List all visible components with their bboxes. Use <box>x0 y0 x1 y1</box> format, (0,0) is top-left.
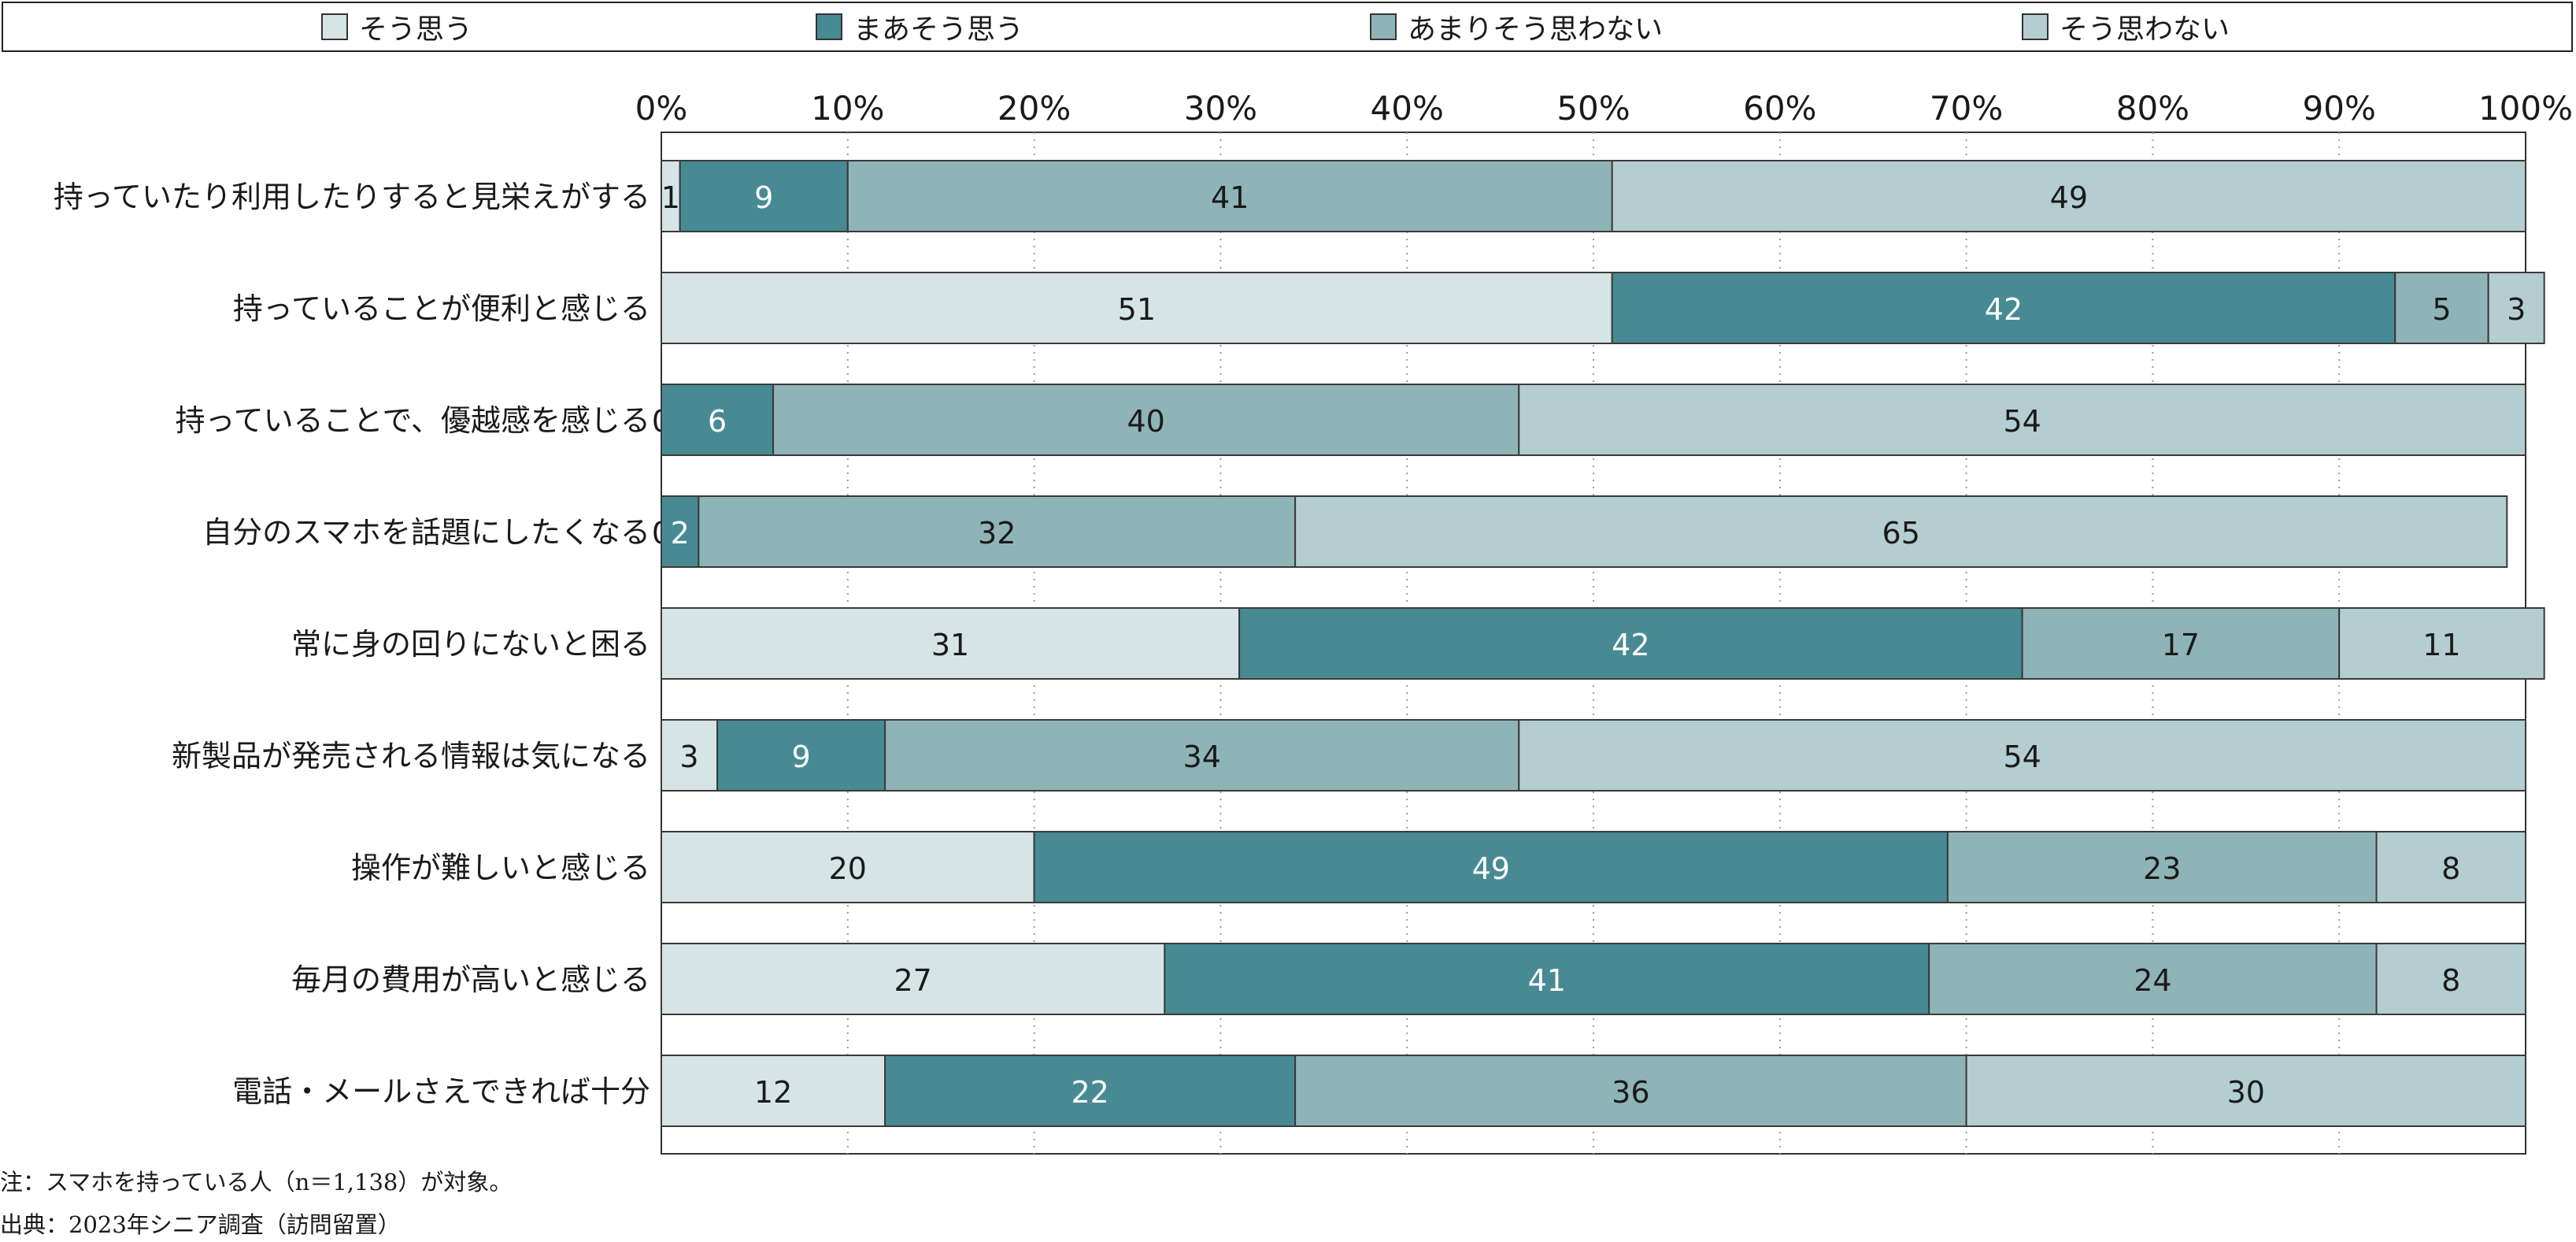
bar-segment <box>1928 943 2378 1015</box>
bar-segment <box>661 831 1035 903</box>
bar-segment <box>1238 607 2023 680</box>
bar-segment <box>884 719 1520 792</box>
bar-segment <box>1965 1055 2527 1127</box>
bar-segment <box>698 495 1297 568</box>
data-label: 65 <box>1882 516 1920 551</box>
bar-segment <box>661 607 1241 680</box>
legend-label-series-2: あまりそう思わない <box>1408 13 1664 46</box>
x-tick-label: 100% <box>2478 89 2573 128</box>
chart-source: 出典：2023年シニア調査（訪問留置） <box>0 1211 401 1238</box>
bar-segment <box>1033 831 1949 903</box>
category-label: 常に身の回りにないと困る <box>291 627 650 662</box>
data-label: 2 <box>671 516 690 551</box>
data-label: 42 <box>1612 628 1649 662</box>
data-label: 27 <box>894 963 932 998</box>
data-label: 23 <box>2143 851 2181 886</box>
bar-segment <box>2375 831 2527 903</box>
legend-swatch-series-3 <box>2022 13 2049 40</box>
category-label: 新製品が発売される情報は気になる <box>172 739 650 773</box>
data-label: 22 <box>1071 1075 1108 1110</box>
legend-item-series-0: そう思う <box>321 3 472 50</box>
legend-label-series-1: まあそう思う <box>853 13 1024 46</box>
data-label: 9 <box>754 180 773 215</box>
data-label: 41 <box>1211 180 1249 215</box>
category-label: 持っていることで、優越感を感じる <box>176 403 650 438</box>
x-tick-label: 50% <box>1556 89 1630 128</box>
bar-segment <box>1294 1055 1967 1127</box>
data-label: 9 <box>792 740 811 774</box>
bar-segment <box>2021 607 2341 680</box>
bar-segment <box>1294 495 2508 568</box>
data-label: 30 <box>2227 1075 2265 1110</box>
bar-segment <box>1611 272 2396 344</box>
bar-segment <box>2394 272 2489 344</box>
data-label: 8 <box>2441 963 2460 998</box>
data-label: 54 <box>2003 404 2041 439</box>
legend-label-series-0: そう思う <box>359 13 473 46</box>
legend: そう思う まあそう思う あまりそう思わない そう思わない <box>2 2 2573 52</box>
data-label: 54 <box>2003 740 2041 774</box>
legend-swatch-series-2 <box>1370 13 1397 40</box>
bar-segment <box>661 272 1613 344</box>
category-label: 自分のスマホを話題にしたくなる <box>202 515 650 550</box>
data-label: 3 <box>2507 292 2526 327</box>
data-label: 1 <box>661 180 680 215</box>
legend-item-series-3: そう思わない <box>2022 3 2230 50</box>
x-tick-label: 40% <box>1371 89 1444 128</box>
x-tick-label: 80% <box>2116 89 2189 128</box>
legend-item-series-1: まあそう思う <box>816 3 1023 50</box>
data-label: 36 <box>1612 1075 1649 1110</box>
data-label: 41 <box>1528 963 1566 998</box>
bar-segment <box>1518 384 2526 456</box>
data-label: 17 <box>2162 628 2200 662</box>
bar-segment <box>661 384 775 456</box>
x-tick-label: 70% <box>1930 89 2003 128</box>
data-label: 6 <box>708 404 727 439</box>
category-label: 持っていることが便利と感じる <box>233 291 650 326</box>
bar-segment <box>2487 272 2545 344</box>
data-label: 51 <box>1118 292 1156 327</box>
legend-item-series-2: あまりそう思わない <box>1370 3 1663 50</box>
bar-segment <box>1611 160 2526 232</box>
bar-segment <box>2338 607 2545 680</box>
data-label: 20 <box>829 851 867 886</box>
bar-segment <box>716 719 886 792</box>
x-tick-label: 60% <box>1743 89 1816 128</box>
data-label: 12 <box>754 1075 792 1110</box>
x-tick-label: 90% <box>2303 89 2376 128</box>
data-label: 42 <box>1985 292 2023 327</box>
category-label: 操作が難しいと感じる <box>351 851 650 885</box>
data-label: 49 <box>2050 180 2088 215</box>
data-label: 40 <box>1127 404 1165 439</box>
category-label: 持っていたり利用したりすると見栄えがする <box>54 180 650 214</box>
bar-segment <box>772 384 1520 456</box>
x-tick-label: 20% <box>997 89 1071 128</box>
data-label: 24 <box>2134 963 2171 998</box>
data-label: 5 <box>2432 292 2451 327</box>
bar-segment <box>661 719 719 792</box>
data-label: 8 <box>2441 851 2460 886</box>
data-label: 3 <box>679 740 698 774</box>
chart-note: 注：スマホを持っている人（n＝1,138）が対象。 <box>0 1169 513 1196</box>
data-label: 31 <box>931 628 969 662</box>
data-label: 32 <box>978 516 1016 551</box>
bar-segment <box>846 160 1613 232</box>
legend-swatch-series-0 <box>321 13 348 40</box>
legend-swatch-series-1 <box>816 13 842 40</box>
category-label: 毎月の費用が高いと感じる <box>291 962 650 997</box>
x-tick-label: 30% <box>1184 89 1257 128</box>
x-tick-label: 10% <box>811 89 884 128</box>
bar-segment <box>1518 719 2526 792</box>
bar-segment <box>661 495 700 568</box>
bar-segment <box>2375 943 2527 1015</box>
data-label: 34 <box>1183 740 1221 774</box>
data-label: 49 <box>1472 851 1510 886</box>
data-label: 11 <box>2422 628 2460 662</box>
x-tick-label: 0% <box>635 89 688 128</box>
bar-segment <box>1946 831 2378 903</box>
category-label: 電話・メールさえできれば十分 <box>232 1074 650 1109</box>
bar-segment <box>661 943 1166 1015</box>
legend-label-series-3: そう思わない <box>2060 13 2230 46</box>
